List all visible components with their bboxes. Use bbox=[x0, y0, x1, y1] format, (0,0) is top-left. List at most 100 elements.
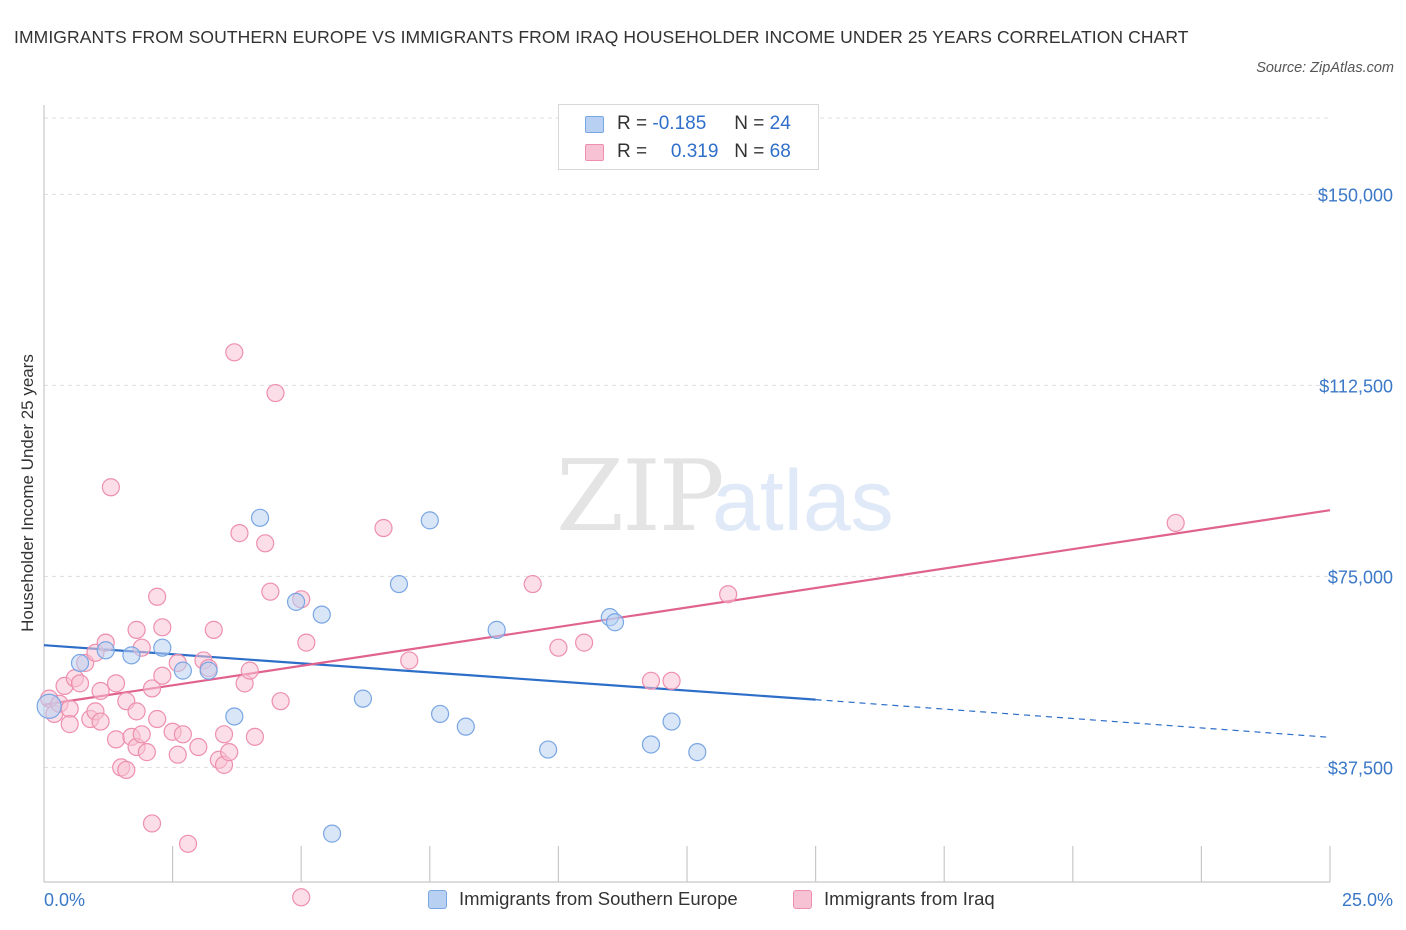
n-label: N = bbox=[734, 113, 765, 134]
data-point-iraq bbox=[178, 834, 198, 853]
data-point-iraq bbox=[148, 709, 167, 729]
data-point-southern-europe bbox=[153, 638, 172, 657]
data-point-southern-europe bbox=[420, 511, 439, 530]
data-point-iraq bbox=[148, 587, 167, 606]
data-point-iraq bbox=[204, 620, 223, 639]
data-point-iraq bbox=[60, 699, 79, 718]
data-point-iraq bbox=[297, 633, 316, 652]
pink-swatch-icon bbox=[793, 889, 812, 909]
watermark-atlas: atlas bbox=[712, 453, 894, 549]
data-point-iraq bbox=[142, 814, 162, 833]
correlation-legend: R = -0.185 N = 24 R = 0.319 N = 68 bbox=[558, 104, 819, 170]
data-point-iraq bbox=[132, 725, 151, 744]
data-point-iraq bbox=[70, 674, 90, 693]
data-point-iraq bbox=[220, 743, 239, 762]
data-point-iraq bbox=[266, 383, 285, 403]
y-tick-label: $112,500 bbox=[1319, 376, 1393, 396]
y-tick-label: $37,500 bbox=[1328, 758, 1393, 778]
data-point-iraq bbox=[719, 585, 738, 604]
data-point-southern-europe bbox=[36, 693, 62, 719]
blue-swatch-icon bbox=[428, 889, 447, 909]
data-point-southern-europe bbox=[487, 620, 506, 639]
data-point-iraq bbox=[256, 534, 275, 553]
data-point-southern-europe bbox=[225, 707, 244, 726]
legend-item-iraq: Immigrants from Iraq bbox=[793, 888, 995, 910]
data-point-southern-europe bbox=[662, 712, 681, 731]
data-point-southern-europe bbox=[389, 574, 409, 594]
data-point-iraq bbox=[575, 633, 594, 652]
data-point-southern-europe bbox=[173, 661, 192, 680]
data-point-iraq bbox=[106, 730, 126, 749]
data-point-iraq bbox=[91, 681, 110, 701]
data-point-southern-europe bbox=[539, 740, 558, 759]
data-point-southern-europe bbox=[199, 661, 218, 680]
r-value: 0.319 bbox=[670, 141, 719, 162]
r-label: R = bbox=[617, 113, 648, 134]
data-point-iraq bbox=[91, 712, 110, 731]
y-tick-labels: $37,500 $75,000 $112,500 $150,000 bbox=[1318, 185, 1393, 778]
data-point-southern-europe bbox=[641, 735, 661, 754]
data-point-iraq bbox=[230, 524, 249, 543]
data-point-iraq bbox=[374, 518, 393, 538]
pink-swatch-icon bbox=[585, 143, 604, 161]
x-tick-label-start: 0.0% bbox=[44, 890, 86, 910]
data-point-iraq bbox=[60, 715, 79, 734]
series-southern-europe-points bbox=[36, 508, 707, 843]
data-point-iraq bbox=[142, 679, 162, 698]
data-point-iraq bbox=[523, 574, 542, 594]
legend-row-iraq: R = 0.319 N = 68 bbox=[585, 139, 791, 165]
data-point-southern-europe bbox=[430, 704, 450, 724]
legend-item-southern-europe: Immigrants from Southern Europe bbox=[428, 888, 738, 910]
watermark-zip: ZIP bbox=[556, 440, 723, 554]
legend-row-southern-europe: R = -0.185 N = 24 bbox=[585, 111, 791, 137]
data-point-southern-europe bbox=[96, 641, 115, 660]
y-tick-label: $75,000 bbox=[1328, 567, 1393, 587]
data-point-iraq bbox=[127, 702, 146, 721]
source-label: Source: ZipAtlas.com bbox=[1256, 60, 1394, 76]
data-point-iraq bbox=[225, 343, 244, 362]
data-point-southern-europe bbox=[250, 508, 270, 527]
legend-label-southern-europe: Immigrants from Southern Europe bbox=[459, 888, 738, 909]
data-point-iraq bbox=[240, 661, 259, 680]
axes bbox=[43, 105, 1331, 883]
data-point-southern-europe bbox=[353, 689, 373, 708]
data-point-southern-europe bbox=[122, 646, 141, 665]
data-point-iraq bbox=[271, 692, 290, 711]
r-value: -0.185 bbox=[652, 113, 707, 134]
watermark: ZIP atlas bbox=[556, 440, 894, 554]
n-value: 68 bbox=[769, 141, 791, 162]
data-point-southern-europe bbox=[312, 605, 331, 624]
r-label: R = bbox=[617, 141, 648, 162]
data-point-iraq bbox=[261, 582, 280, 601]
series-legend: Immigrants from Southern Europe Immigran… bbox=[0, 888, 1406, 918]
series-iraq-points bbox=[40, 343, 1185, 907]
y-axis-label: Householder Income Under 25 years bbox=[18, 354, 37, 632]
data-point-southern-europe bbox=[605, 613, 625, 632]
data-point-iraq bbox=[137, 743, 156, 762]
data-point-southern-europe bbox=[70, 653, 90, 673]
data-point-iraq bbox=[173, 725, 192, 744]
data-point-iraq bbox=[189, 737, 208, 757]
data-point-southern-europe bbox=[322, 824, 342, 843]
data-point-iraq bbox=[117, 760, 136, 780]
n-value: 24 bbox=[769, 113, 791, 134]
data-point-iraq bbox=[400, 651, 419, 670]
legend-label-iraq: Immigrants from Iraq bbox=[824, 888, 995, 909]
chart-title: IMMIGRANTS FROM SOUTHERN EUROPE VS IMMIG… bbox=[14, 27, 1189, 47]
x-tick-label-end: 25.0% bbox=[1341, 890, 1393, 910]
data-point-iraq bbox=[214, 725, 234, 744]
y-tick-label: $150,000 bbox=[1318, 185, 1393, 205]
data-point-iraq bbox=[1166, 513, 1185, 533]
trend-line-southern-europe-extension bbox=[815, 699, 1331, 738]
data-point-iraq bbox=[127, 620, 146, 639]
data-point-southern-europe bbox=[688, 743, 707, 762]
data-point-iraq bbox=[662, 671, 681, 690]
n-label: N = bbox=[734, 141, 765, 162]
data-point-southern-europe bbox=[286, 592, 306, 611]
data-point-iraq bbox=[168, 745, 187, 764]
data-point-iraq bbox=[245, 727, 265, 746]
data-point-iraq bbox=[153, 666, 172, 685]
data-point-iraq bbox=[292, 888, 311, 907]
data-point-iraq bbox=[106, 674, 126, 693]
